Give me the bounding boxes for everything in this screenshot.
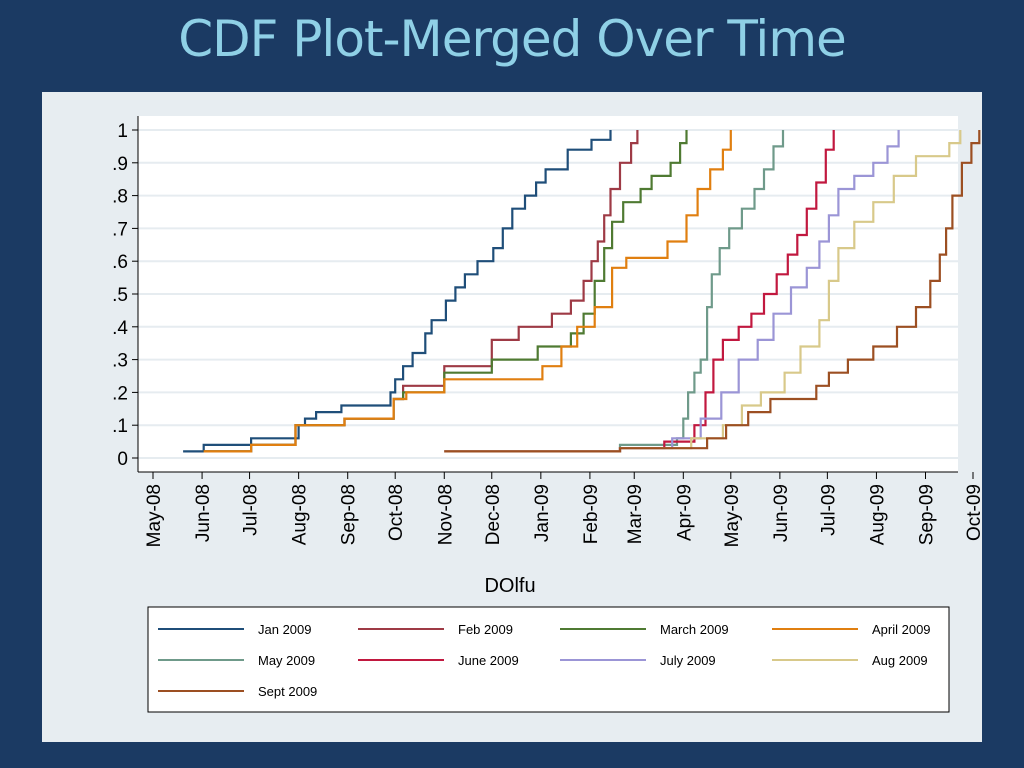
x-tick-label: Dec-08 — [483, 484, 504, 545]
series-line-july-2009 — [444, 130, 900, 453]
legend-label: Feb 2009 — [458, 622, 513, 637]
x-tick-label: Jan-09 — [532, 484, 553, 542]
legend-label: May 2009 — [258, 653, 315, 668]
x-tick-label: Jul-08 — [241, 484, 262, 536]
cdf-chart: 0 .1 .2 .3 .4 .5 .6 .7 .8 .9 1 May-08 Jun-08 Jul-08 A… — [112, 116, 982, 713]
y-tick-label: 0 — [117, 449, 128, 470]
series-line-april-2009 — [203, 130, 732, 453]
y-tick-label: .1 — [112, 416, 128, 437]
y-tick-label: .2 — [112, 383, 128, 404]
slide-title: CDF Plot-Merged Over Time — [178, 10, 847, 68]
x-tick-label: Jun-08 — [193, 484, 214, 542]
y-tick-label: .3 — [112, 351, 128, 372]
chart-panel: 0 .1 .2 .3 .4 .5 .6 .7 .8 .9 1 May-08 Jun-08 Jul-08 A… — [42, 92, 982, 742]
grid-lines — [138, 116, 958, 472]
y-tick-label: .6 — [112, 252, 128, 273]
x-tick-label: Nov-08 — [435, 484, 456, 545]
legend-label: Aug 2009 — [872, 653, 928, 668]
x-tick-label: Oct-09 — [964, 484, 982, 541]
y-axis: 0 .1 .2 .3 .4 .5 .6 .7 .8 .9 1 — [112, 116, 139, 472]
x-axis-title: DOlfu — [484, 575, 535, 597]
legend-label: March 2009 — [660, 622, 729, 637]
y-tick-label: .8 — [112, 187, 128, 208]
x-tick-label: Jun-09 — [771, 484, 792, 542]
x-tick-label: Apr-09 — [674, 484, 695, 541]
series-line-sept-2009 — [444, 130, 981, 453]
legend-label: April 2009 — [872, 622, 931, 637]
series-line-jan-2009 — [183, 130, 612, 453]
y-tick-label: .7 — [112, 219, 128, 240]
x-tick-label: May-08 — [144, 484, 165, 547]
y-tick-label: .5 — [112, 285, 128, 306]
x-tick-label: Mar-09 — [625, 484, 646, 544]
legend-label: Jan 2009 — [258, 622, 312, 637]
x-tick-label: Aug-09 — [867, 484, 888, 545]
y-tick-label: 1 — [117, 121, 128, 142]
legend: Jan 2009 Feb 2009 March 2009 April 2009 May … — [158, 622, 931, 699]
x-axis: May-08 Jun-08 Jul-08 Aug-08 Sep-08 Oct-08 Nov-… — [138, 471, 982, 547]
series-line-june-2009 — [444, 130, 835, 453]
x-tick-label: Oct-08 — [386, 484, 407, 541]
legend-label: Sept 2009 — [258, 684, 317, 699]
x-tick-label: Sep-09 — [917, 484, 938, 545]
x-tick-label: Feb-09 — [581, 484, 602, 544]
y-tick-label: .4 — [112, 318, 128, 339]
legend-label: July 2009 — [660, 653, 716, 668]
x-tick-label: Aug-08 — [290, 484, 311, 545]
series-lines — [183, 130, 981, 453]
series-line-aug-2009 — [444, 130, 962, 453]
x-tick-label: Sep-08 — [339, 484, 360, 545]
x-tick-label: Jul-09 — [818, 484, 839, 536]
y-tick-label: .9 — [112, 154, 128, 175]
x-tick-label: May-09 — [722, 484, 743, 547]
legend-label: June 2009 — [458, 653, 519, 668]
